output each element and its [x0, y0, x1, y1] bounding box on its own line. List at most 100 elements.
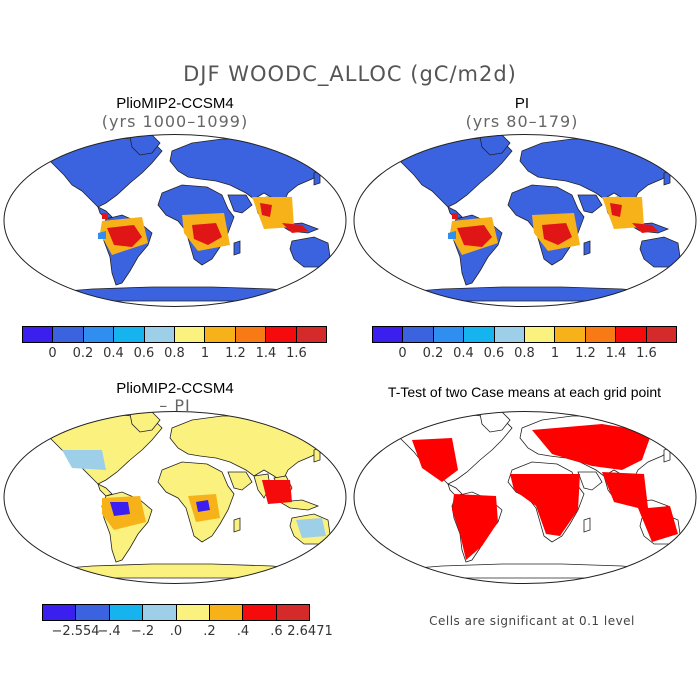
panel2-subtitle: (yrs 80–179) — [465, 112, 579, 131]
slight-negative-region — [62, 450, 106, 470]
colorbar-swatch — [43, 605, 77, 620]
max-value-region — [260, 203, 272, 217]
colorbar-tick-label: 0.2 — [422, 346, 444, 361]
max-value-region — [610, 203, 622, 217]
colorbar-tick-label: 0.2 — [72, 346, 94, 361]
significant-region — [602, 472, 678, 542]
colorbar-difference: −2.554 −.4 −.2 .0 .2 .4 .6 2.6471 — [42, 604, 333, 644]
land-arabia — [577, 194, 603, 214]
colorbar-tick-label: 0.6 — [483, 346, 505, 361]
negative-diff-region — [196, 500, 210, 512]
max-value-region — [107, 225, 142, 247]
map-panel-pi — [353, 134, 697, 307]
colorbar-tick-label: 1.2 — [225, 346, 246, 361]
colorbar-tick-label: 1.4 — [605, 346, 627, 361]
max-value-region — [102, 213, 108, 219]
colorbar-tick-label: −.4 — [97, 624, 121, 639]
mid-value-region — [448, 231, 456, 239]
land-antarctica — [41, 286, 313, 302]
figure-title: DJF WOODC_ALLOC (gC/m2d) — [183, 62, 517, 86]
significance-note: Cells are significant at 0.1 level — [429, 614, 635, 628]
colorbar-tick-label: 0.4 — [103, 346, 124, 361]
colorbar-tick-label: .6 — [270, 624, 283, 639]
colorbar-tick-label: −.2 — [130, 624, 155, 639]
panel1-title: PlioMIP2-CCSM4 — [116, 95, 234, 112]
colorbar-swatch — [205, 327, 236, 342]
colorbar-swatch — [464, 327, 495, 342]
map-panel-pliomip2 — [3, 134, 347, 307]
colorbar-swatches — [22, 326, 327, 343]
colorbar-swatch — [53, 327, 84, 342]
colorbar-swatch — [616, 327, 647, 342]
panel2-title: PI — [514, 95, 530, 112]
colorbar-swatch — [23, 327, 54, 342]
colorbar-swatch — [525, 327, 556, 342]
colorbar-swatch — [76, 605, 110, 620]
max-value-region — [452, 213, 458, 219]
colorbar-swatch — [144, 327, 176, 342]
colorbar-tick-label: 0.4 — [453, 346, 474, 361]
land-antarctica — [391, 563, 663, 579]
colorbar-tick-label: .4 — [236, 624, 250, 639]
colorbar-swatch — [276, 605, 309, 620]
colorbar-tick-label: 0 — [48, 346, 57, 361]
colorbar-swatch — [209, 605, 244, 620]
colorbar-swatch — [175, 327, 206, 342]
land-indonesia — [278, 499, 320, 511]
land-madagascar — [583, 240, 591, 256]
colorbar-swatch — [296, 327, 327, 342]
colorbar-tick-label: 2.6471 — [287, 624, 333, 639]
map-border — [3, 134, 347, 307]
land-arabia — [227, 194, 253, 214]
panel4-title: T-Test of two Case means at each grid po… — [387, 384, 662, 400]
colorbar-top-left: 0 0.2 0.4 0.6 0.8 1 1.2 1.4 1.6 — [22, 326, 327, 366]
map-border — [353, 411, 697, 584]
significant-region — [452, 494, 498, 560]
negative-diff-region — [110, 502, 130, 516]
significant-region — [510, 474, 580, 536]
panel1-subtitle: (yrs 1000–1099) — [101, 112, 249, 131]
max-value-region — [542, 223, 572, 245]
colorbar-swatch — [555, 327, 586, 342]
colorbar-top-right: 0 0.2 0.4 0.6 0.8 1 1.2 1.4 1.6 — [372, 326, 677, 366]
colorbar-swatch — [114, 327, 145, 342]
land-madagascar — [233, 240, 241, 256]
colorbar-tick-label: .2 — [203, 624, 216, 639]
max-value-region — [457, 225, 492, 247]
colorbar-swatch — [235, 327, 267, 342]
strong-diff-region — [262, 480, 292, 504]
colorbar-swatch — [176, 605, 210, 620]
colorbar-swatch — [403, 327, 434, 342]
colorbar-tick-label: 0.8 — [514, 346, 535, 361]
land-madagascar — [583, 517, 591, 533]
colorbar-tick-label: 1.6 — [636, 346, 657, 361]
colorbar-tick-label: 0 — [398, 346, 407, 361]
colorbar-swatch — [646, 327, 677, 342]
mid-value-region — [98, 231, 106, 239]
colorbar-swatch — [266, 327, 297, 342]
colorbar-tick-label: 1.6 — [286, 346, 307, 361]
colorbar-swatch — [243, 605, 277, 620]
panel3-title: PlioMIP2-CCSM4 — [116, 380, 234, 397]
colorbar-tick-label: 1 — [550, 346, 560, 361]
max-value-region — [282, 223, 308, 233]
colorbar-swatch — [433, 327, 465, 342]
map-panel-ttest — [353, 411, 697, 584]
land-antarctica — [41, 563, 313, 579]
significant-region — [412, 438, 458, 482]
slight-negative-region — [296, 518, 326, 538]
land-arabia — [227, 471, 253, 491]
colorbar-tick-label: 1 — [200, 346, 210, 361]
colorbar-swatch — [109, 605, 144, 620]
colorbar-swatch — [494, 327, 526, 342]
colorbar-tick-label: .0 — [169, 624, 183, 639]
colorbar-swatch — [83, 327, 115, 342]
colorbar-tick-label: −2.554 — [51, 624, 100, 639]
significant-region — [532, 424, 652, 470]
colorbar-swatch — [143, 605, 177, 620]
land-central-am — [97, 483, 113, 497]
max-value-region — [632, 223, 658, 233]
colorbar-swatches — [42, 604, 310, 621]
colorbar-tick-label: 0.8 — [164, 346, 185, 361]
colorbar-swatch — [585, 327, 617, 342]
